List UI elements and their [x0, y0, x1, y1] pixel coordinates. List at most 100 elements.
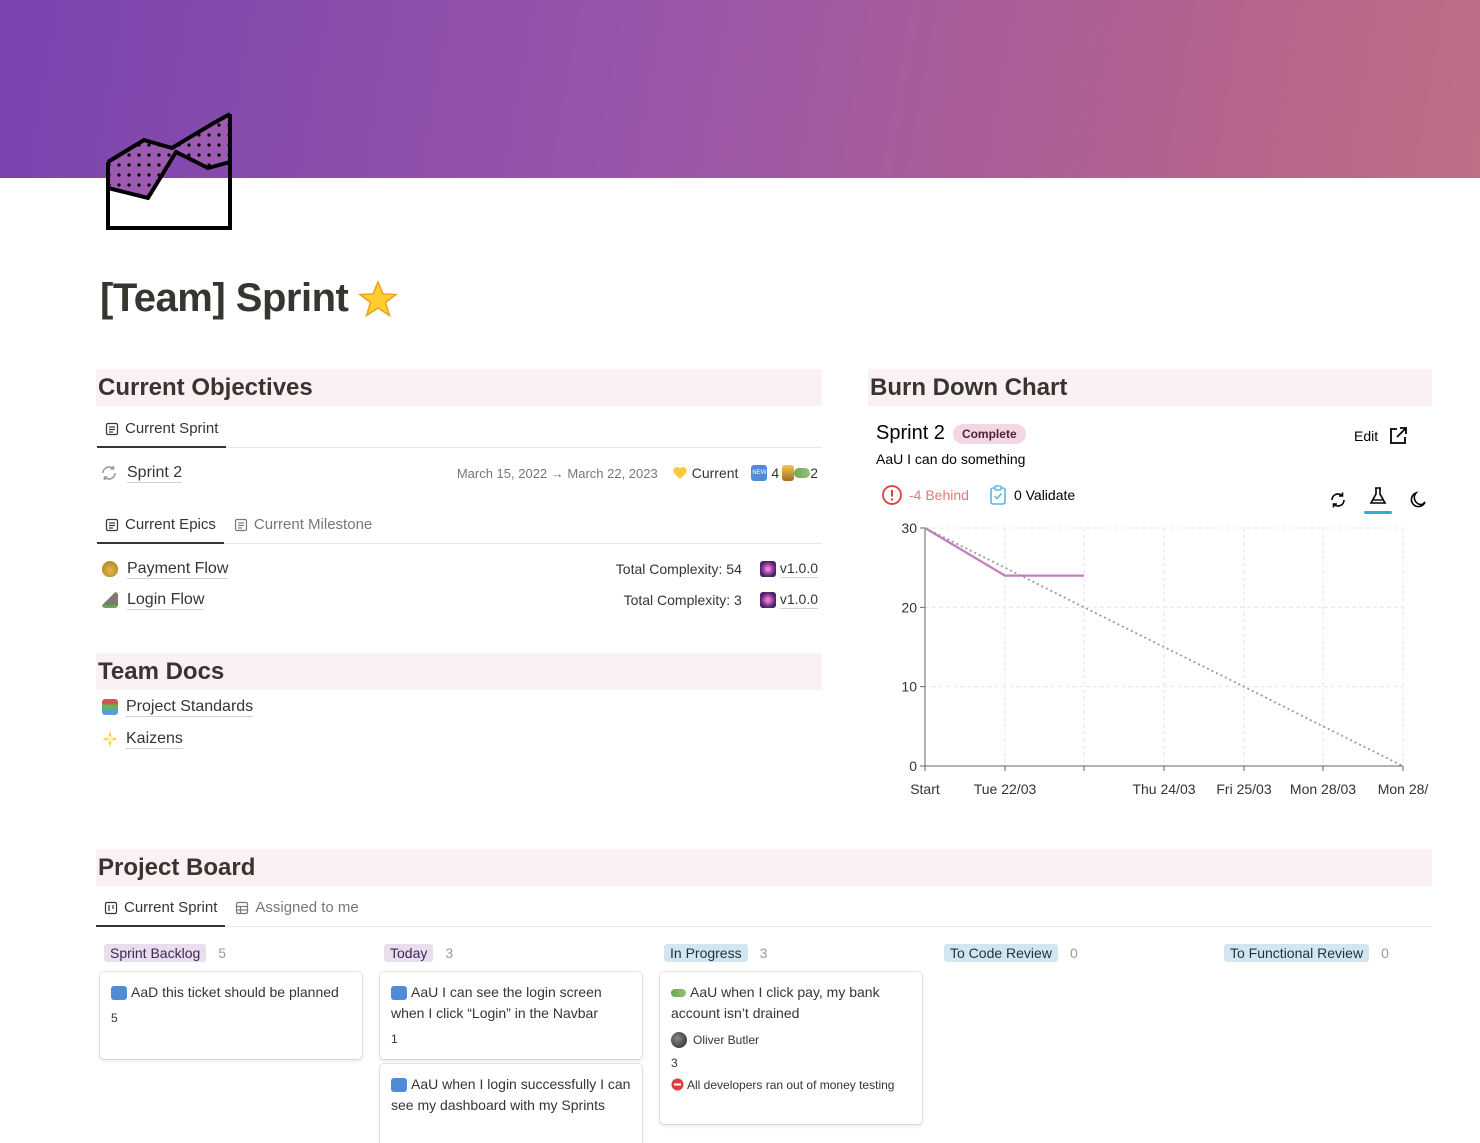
tab-label: Current Epics: [125, 516, 216, 533]
fireworks-icon: [759, 592, 776, 608]
series-line-actual: [924, 527, 1084, 577]
sprint-row[interactable]: Sprint 2 March 15, 2022 → March 22, 2023…: [100, 462, 818, 484]
doc-link[interactable]: Project Standards: [126, 697, 254, 718]
x-tick-label: Mon 28/: [1378, 781, 1429, 797]
sprint-status: Current: [691, 465, 739, 481]
avatar: [671, 1032, 687, 1048]
tab-board-current-sprint[interactable]: Current Sprint: [96, 899, 226, 927]
epic-complexity: Total Complexity: 3: [623, 592, 742, 608]
column-title[interactable]: Sprint Backlog: [104, 944, 207, 962]
yellow-heart-icon: [672, 467, 687, 479]
column-count: 5: [218, 945, 227, 961]
column-title[interactable]: In Progress: [664, 944, 748, 962]
tab-label: Assigned to me: [255, 899, 359, 916]
card-title: AaD this ticket should be planned: [131, 984, 339, 1000]
board-card[interactable]: AaU I can see the login screen when I cl…: [380, 972, 642, 1059]
board-card[interactable]: AaU when I click pay, my bank account is…: [660, 972, 922, 1124]
new-icon: [391, 986, 407, 1001]
page-cover: [0, 0, 1480, 178]
star-icon: [358, 279, 399, 317]
card-title: AaU when I login successfully I can see …: [391, 1076, 631, 1113]
active-underline: [1364, 511, 1392, 514]
card-blocker: All developers ran out of money testing: [671, 1076, 911, 1094]
team-docs-header: Team Docs: [96, 653, 822, 690]
card-complexity: 3: [671, 1056, 678, 1070]
clipboard-check-icon: [990, 485, 1006, 505]
flask-icon: [1369, 487, 1387, 504]
new-count: 4: [771, 465, 780, 481]
board-column-in-progress: In Progress 3 AaU when I click pay, my b…: [660, 944, 922, 1124]
chart-subtitle: AaU I can do something: [876, 451, 1026, 467]
page-title[interactable]: [Team] Sprint: [100, 276, 399, 321]
doc-link[interactable]: Kaizens: [126, 729, 183, 750]
board-column-sprint-backlog: Sprint Backlog 5 AaD this ticket should …: [100, 944, 362, 1059]
y-tick-label: 0: [909, 758, 917, 774]
tab-current-sprint[interactable]: Current Sprint: [97, 420, 227, 448]
column-count: 0: [1069, 945, 1078, 961]
doc-row[interactable]: Project Standards: [102, 696, 254, 718]
alert-circle-icon: [882, 485, 902, 505]
y-tick-label: 30: [901, 520, 917, 536]
x-tick-label: Thu 24/03: [1132, 781, 1195, 797]
card-assignee: Oliver Butler: [671, 1032, 911, 1048]
behind-status: -4 Behind: [909, 487, 969, 503]
epic-row[interactable]: Login Flow Total Complexity: 3 v1.0.0: [102, 589, 818, 611]
series-line-ideal: [924, 527, 1404, 767]
refresh-icon: [102, 466, 116, 480]
status-badge: Complete: [952, 423, 1026, 444]
board-card[interactable]: AaU when I login successfully I can see …: [380, 1064, 642, 1143]
list-view-icon: [234, 518, 247, 531]
milestone-link[interactable]: v1.0.0: [779, 591, 818, 609]
table-view-icon: [236, 901, 249, 914]
fireworks-icon: [759, 561, 776, 577]
list-view-icon: [105, 518, 119, 531]
section-title: Team Docs: [98, 657, 225, 685]
card-title: AaU when I click pay, my bank account is…: [671, 984, 880, 1021]
epic-link[interactable]: Payment Flow: [127, 559, 229, 580]
flask-toggle[interactable]: [1364, 486, 1392, 514]
current-objectives-header: Current Objectives: [96, 369, 822, 406]
column-count: 0: [1381, 945, 1389, 961]
x-tick-label: Fri 25/03: [1216, 781, 1271, 797]
y-tick-label: 10: [901, 679, 917, 695]
mountain-icon: [102, 592, 118, 608]
list-view-icon: [105, 422, 119, 435]
project-board-header: Project Board: [96, 849, 1432, 886]
edit-button[interactable]: Edit: [1354, 426, 1408, 446]
doc-row[interactable]: Kaizens: [102, 728, 183, 750]
board-view-tabs: Current Sprint Assigned to me: [96, 899, 1432, 927]
card-complexity: 1: [391, 1032, 398, 1046]
tab-assigned-to-me[interactable]: Assigned to me: [227, 899, 366, 926]
column-title[interactable]: Today: [384, 944, 434, 962]
money-bag-icon: [102, 561, 118, 577]
sprint-link[interactable]: Sprint 2: [127, 463, 183, 484]
burn-down-chart: 0 10 20 30 Start Tue 22/03 Thu 24/03 Fri 25/03 M…: [901, 520, 1429, 797]
assignee-name: Oliver Butler: [693, 1033, 760, 1047]
new-icon: NEW: [751, 465, 768, 481]
chart-drawing-icon[interactable]: [104, 110, 234, 232]
construction-icon: [782, 465, 795, 481]
sprint-view-tabs: Current Sprint: [97, 420, 822, 448]
column-title[interactable]: To Code Review: [944, 944, 1058, 962]
refresh-icon[interactable]: [1328, 490, 1348, 510]
new-icon: [391, 1078, 407, 1093]
tab-current-milestone[interactable]: Current Milestone: [226, 516, 380, 543]
caterpillar-icon: [671, 989, 686, 998]
tab-current-epics[interactable]: Current Epics: [97, 516, 224, 544]
column-title[interactable]: To Functional Review: [1224, 944, 1370, 962]
epic-row[interactable]: Payment Flow Total Complexity: 54 v1.0.0: [102, 558, 818, 580]
tab-label: Current Sprint: [125, 420, 219, 437]
edit-label: Edit: [1354, 428, 1379, 444]
x-tick-label: Start: [910, 781, 940, 797]
chart-sprint-name: Sprint 2: [876, 422, 945, 444]
y-tick-label: 20: [901, 599, 917, 615]
board-card[interactable]: AaD this ticket should be planned 5: [100, 972, 362, 1059]
moon-icon[interactable]: [1408, 490, 1428, 510]
epic-link[interactable]: Login Flow: [127, 590, 205, 611]
card-title: AaU I can see the login screen when I cl…: [391, 984, 602, 1021]
x-tick-label: Tue 22/03: [974, 781, 1037, 797]
validate-status: 0 Validate: [1013, 487, 1076, 503]
milestone-link[interactable]: v1.0.0: [779, 560, 818, 578]
x-tick-label: Mon 28/03: [1290, 781, 1356, 797]
burn-down-widget: Sprint 2 Complete Edit AaU I can do some…: [870, 412, 1430, 812]
